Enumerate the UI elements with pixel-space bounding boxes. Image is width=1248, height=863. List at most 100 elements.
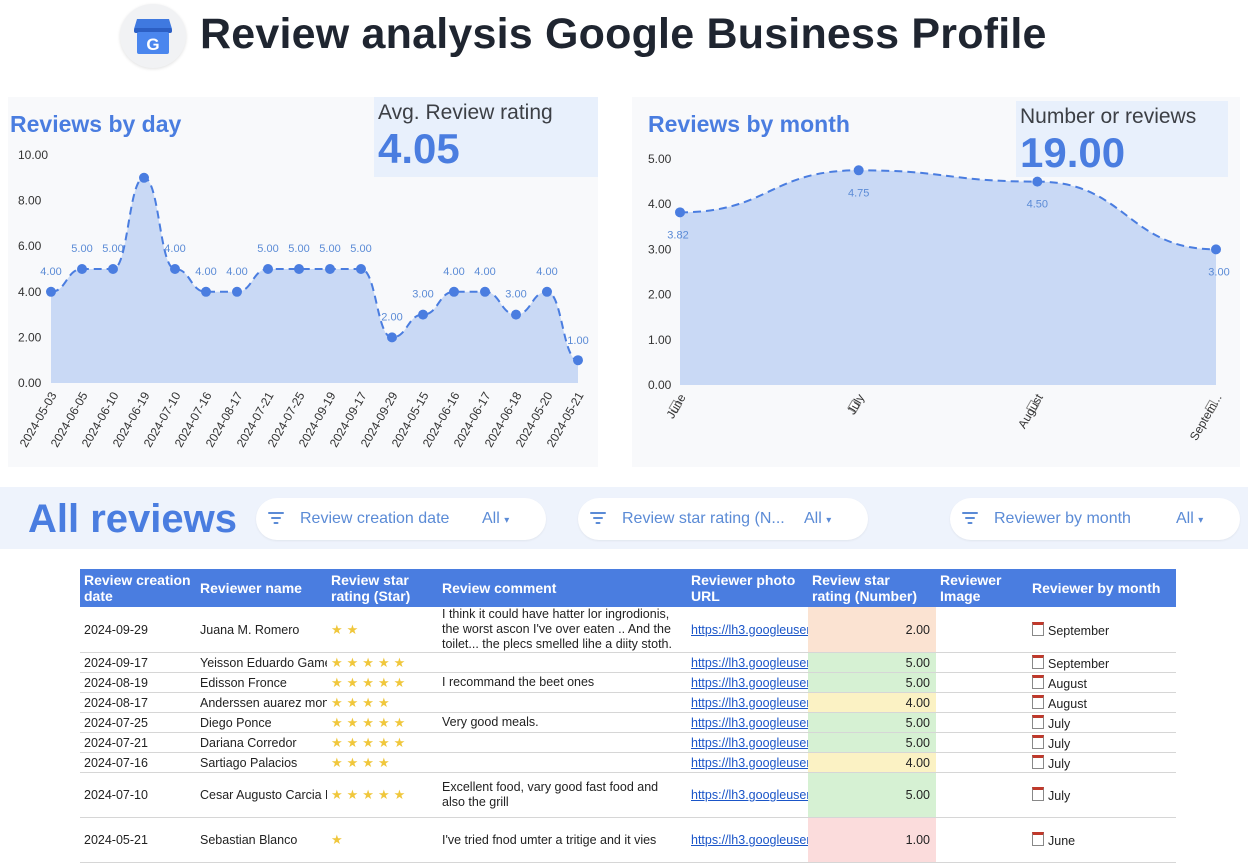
data-point[interactable] xyxy=(325,264,335,274)
table-row[interactable]: 2024-07-21 Dariana Corredor ★★★★★ https://l… xyxy=(80,732,1176,753)
data-label: 4.00 xyxy=(40,266,61,278)
data-point[interactable] xyxy=(418,309,428,320)
data-label: 2.00 xyxy=(381,311,402,323)
cell-comment: I recommand the beet ones xyxy=(438,672,687,693)
y-tick-label: 2.00 xyxy=(648,288,672,302)
col-header[interactable]: Review star rating (Number) xyxy=(808,569,936,607)
series-area xyxy=(51,177,578,383)
data-point[interactable] xyxy=(1032,176,1043,187)
data-label: 5.00 xyxy=(71,243,92,255)
table-row[interactable]: 2024-07-10 Cesar Augusto Carcia F ★★★★★ Exc… xyxy=(80,772,1176,818)
x-tick-label: August xyxy=(1015,391,1046,431)
filter-reviewer-by-month[interactable]: Reviewer by month All ▾ xyxy=(950,498,1240,540)
photo-url-link[interactable]: https://lh3.googleusen xyxy=(691,695,808,710)
data-point[interactable] xyxy=(170,264,180,274)
y-tick-label: 0.00 xyxy=(18,376,42,390)
star-icons: ★★★★★ xyxy=(331,674,410,690)
data-point[interactable] xyxy=(232,286,242,297)
col-header[interactable]: Reviewer name xyxy=(196,569,327,607)
col-header[interactable]: Reviewer photo URL xyxy=(687,569,808,607)
col-header[interactable]: Review star rating (Star) xyxy=(327,569,438,607)
data-point[interactable] xyxy=(480,286,490,297)
calendar-icon xyxy=(1032,621,1044,636)
star-icons: ★★★★ xyxy=(331,694,394,710)
filter-value: All ▾ xyxy=(1176,510,1204,527)
col-header[interactable]: Review comment xyxy=(438,569,687,607)
data-point[interactable] xyxy=(263,264,273,274)
cell-rating-number: 4.00 xyxy=(808,752,936,773)
reviews-by-month-chart: 0.00 1.00 2.00 3.00 4.00 5.00 3.82 4.75 4.50 3.00… xyxy=(648,152,1230,443)
photo-url-link[interactable]: https://lh3.googleusen xyxy=(691,755,808,770)
cell-reviewer-image xyxy=(936,652,1028,673)
filter-review-star-rating[interactable]: Review star rating (N... All ▾ xyxy=(578,498,868,540)
data-point[interactable] xyxy=(356,264,366,274)
photo-url-link[interactable]: https://lh3.googleusen xyxy=(691,655,808,670)
table-row[interactable]: 2024-08-19 Edisson Fronce ★★★★★ I recommand… xyxy=(80,672,1176,693)
cell-reviewer-name: Sebastian Blanco xyxy=(196,817,327,863)
table-row[interactable]: 2024-09-29 Juana M. Romero ★★ I think it co… xyxy=(80,607,1176,653)
data-point[interactable] xyxy=(201,286,211,297)
data-point[interactable] xyxy=(46,286,56,297)
filter-icon xyxy=(268,512,284,524)
cell-comment xyxy=(438,732,687,753)
filter-label: Reviewer by month xyxy=(994,510,1131,527)
star-icons: ★★★★★ xyxy=(331,654,410,670)
photo-url-link[interactable]: https://lh3.googleusen xyxy=(691,833,808,847)
review-count-label: Number or reviews xyxy=(1020,105,1197,128)
data-point[interactable] xyxy=(542,286,552,297)
data-point[interactable] xyxy=(573,355,583,366)
photo-url-link[interactable]: https://lh3.googleusen xyxy=(691,675,808,690)
y-tick-label: 1.00 xyxy=(648,333,672,347)
photo-url-link[interactable]: https://lh3.googleusen xyxy=(691,788,808,802)
table-row[interactable]: 2024-07-16 Sartiago Palacios ★★★★ https://l… xyxy=(80,752,1176,773)
table-row[interactable]: 2024-08-17 Anderssen auarez mont ★★★★ https… xyxy=(80,692,1176,713)
filter-icon xyxy=(590,512,606,524)
y-tick-label: 0.00 xyxy=(648,378,672,392)
table-row[interactable]: 2024-09-17 Yeisson Eduardo Game ★★★★★ https… xyxy=(80,652,1176,673)
data-label: 4.00 xyxy=(443,266,464,278)
data-point[interactable] xyxy=(139,172,149,183)
review-count-kpi: Number or reviews 19.00 xyxy=(1016,101,1228,177)
cell-month: August xyxy=(1028,672,1176,693)
cell-reviewer-name: Juana M. Romero xyxy=(196,607,327,653)
data-point[interactable] xyxy=(449,286,459,297)
chevron-down-icon: ▾ xyxy=(826,515,832,526)
calendar-icon xyxy=(1025,399,1040,414)
col-header[interactable]: Reviewer by month xyxy=(1028,569,1176,607)
cell-star-rating: ★★★★★ xyxy=(327,672,438,693)
data-point[interactable] xyxy=(294,264,304,274)
reviews-by-month-title: Reviews by month xyxy=(648,111,850,137)
all-reviews-table: Review creation date Reviewer name Revie… xyxy=(80,569,1176,863)
data-point[interactable] xyxy=(853,165,864,176)
photo-url-link[interactable]: https://lh3.googleusen xyxy=(691,735,808,750)
col-header[interactable]: Review creation date xyxy=(80,569,196,607)
filter-review-creation-date[interactable]: Review creation date All ▾ xyxy=(256,498,546,540)
cell-photo-url: https://lh3.googleusen xyxy=(687,817,808,863)
photo-url-link[interactable]: https://lh3.googleusen xyxy=(691,715,808,730)
data-point[interactable] xyxy=(77,264,87,274)
star-icons: ★★★★★ xyxy=(331,714,410,730)
cell-reviewer-name: Edisson Fronce xyxy=(196,672,327,693)
cell-rating-number: 5.00 xyxy=(808,672,936,693)
all-reviews-title: All reviews xyxy=(28,497,238,541)
table-row[interactable]: 2024-05-21 Sebastian Blanco ★ I've tried fn… xyxy=(80,817,1176,863)
data-point[interactable] xyxy=(387,332,397,343)
table-row[interactable]: 2024-07-25 Diego Ponce ★★★★★ Very good meal… xyxy=(80,712,1176,733)
svg-text:G: G xyxy=(146,35,159,54)
filter-label: Review star rating (N... xyxy=(622,510,785,527)
calendar-icon xyxy=(1032,787,1044,801)
y-tick-label: 5.00 xyxy=(648,152,672,166)
data-point[interactable] xyxy=(108,264,118,274)
col-header[interactable]: Reviewer Image xyxy=(936,569,1028,607)
calendar-icon xyxy=(1032,714,1044,729)
data-label: 5.00 xyxy=(288,243,309,255)
photo-url-link[interactable]: https://lh3.googleusen xyxy=(691,622,808,637)
y-tick-label: 8.00 xyxy=(18,194,42,208)
filter-value: All ▾ xyxy=(482,510,510,527)
table-body: 2024-09-29 Juana M. Romero ★★ I think it co… xyxy=(80,607,1176,863)
data-point[interactable] xyxy=(511,309,521,320)
cell-comment xyxy=(438,692,687,713)
data-point[interactable] xyxy=(1211,244,1221,255)
data-point[interactable] xyxy=(675,207,685,218)
cell-month: July xyxy=(1028,732,1176,753)
